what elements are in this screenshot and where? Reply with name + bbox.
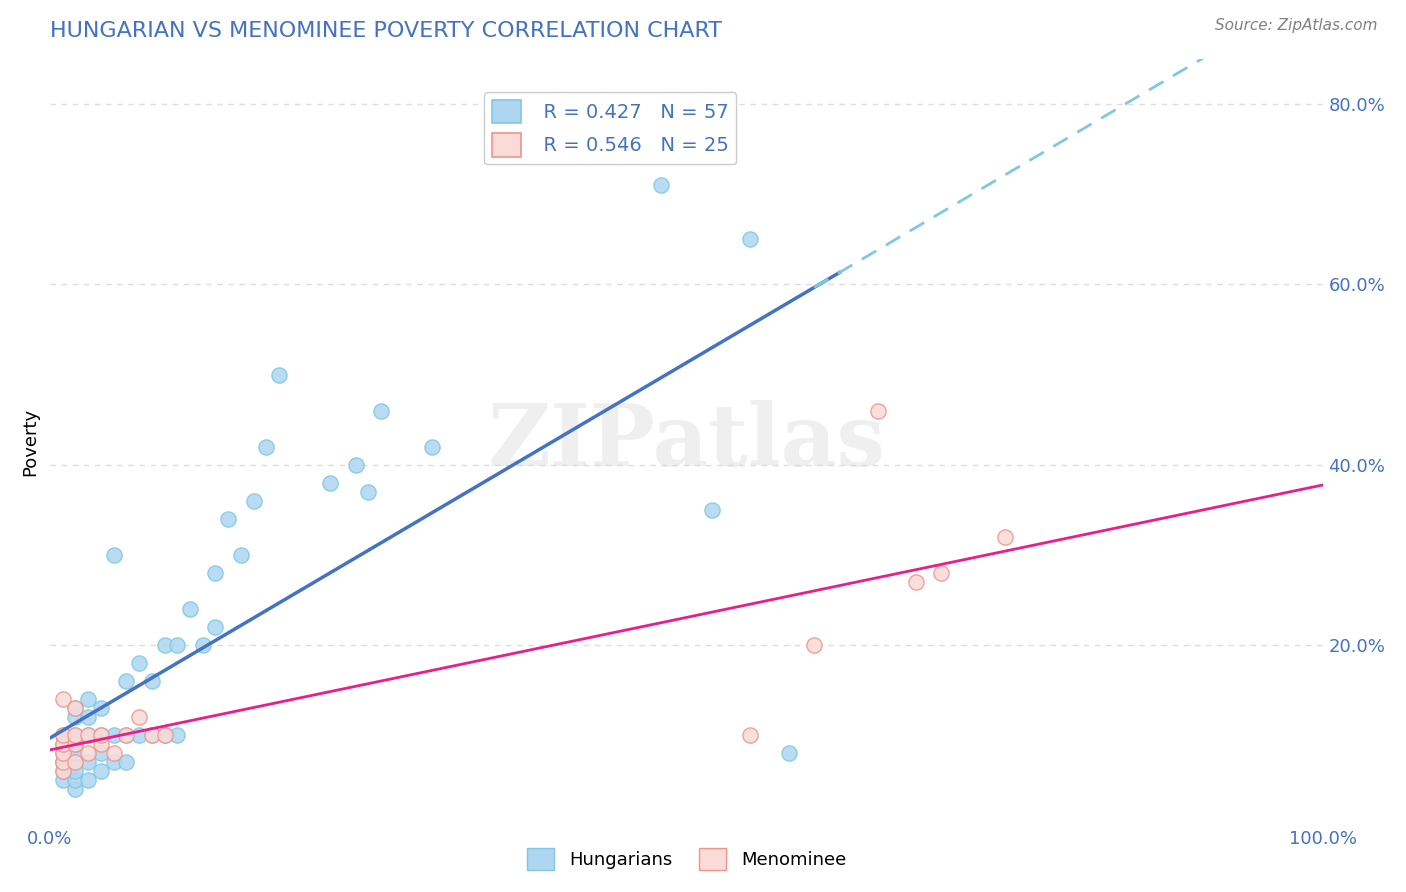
Point — [740, 728, 762, 742]
Point — [52, 728, 75, 742]
Point — [65, 764, 87, 779]
Point — [52, 737, 75, 751]
Point — [90, 746, 112, 760]
Point — [90, 701, 112, 715]
Point — [103, 746, 125, 760]
Point — [128, 728, 150, 742]
Point — [115, 728, 138, 742]
Point — [90, 764, 112, 779]
Point — [179, 602, 201, 616]
Point — [77, 710, 100, 724]
Point — [103, 755, 125, 769]
Point — [77, 773, 100, 788]
Point — [77, 728, 100, 742]
Point — [370, 403, 392, 417]
Point — [269, 368, 291, 382]
Point — [65, 782, 87, 797]
Legend: Hungarians, Menominee: Hungarians, Menominee — [520, 841, 853, 878]
Point — [90, 737, 112, 751]
Point — [77, 746, 100, 760]
Text: HUNGARIAN VS MENOMINEE POVERTY CORRELATION CHART: HUNGARIAN VS MENOMINEE POVERTY CORRELATI… — [51, 21, 721, 41]
Point — [778, 746, 800, 760]
Point — [115, 728, 138, 742]
Point — [166, 728, 188, 742]
Point — [115, 673, 138, 688]
Point — [141, 728, 163, 742]
Point — [904, 574, 927, 589]
Point — [994, 530, 1017, 544]
Point — [52, 692, 75, 706]
Point — [65, 737, 87, 751]
Point — [65, 755, 87, 769]
Point — [702, 502, 724, 516]
Point — [52, 755, 75, 769]
Point — [77, 755, 100, 769]
Point — [90, 728, 112, 742]
Point — [77, 728, 100, 742]
Point — [153, 728, 176, 742]
Point — [128, 710, 150, 724]
Point — [229, 548, 252, 562]
Point — [420, 440, 443, 454]
Point — [931, 566, 953, 580]
Point — [166, 638, 188, 652]
Point — [65, 728, 87, 742]
Point — [141, 673, 163, 688]
Point — [65, 755, 87, 769]
Point — [204, 566, 226, 580]
Point — [115, 755, 138, 769]
Point — [217, 512, 239, 526]
Point — [242, 493, 264, 508]
Point — [52, 746, 75, 760]
Text: ZIPatlas: ZIPatlas — [488, 401, 886, 484]
Point — [153, 728, 176, 742]
Point — [204, 620, 226, 634]
Point — [52, 728, 75, 742]
Point — [65, 701, 87, 715]
Point — [65, 710, 87, 724]
Point — [77, 692, 100, 706]
Point — [319, 475, 342, 490]
Point — [90, 728, 112, 742]
Point — [52, 746, 75, 760]
Point — [866, 403, 889, 417]
Point — [52, 755, 75, 769]
Point — [65, 746, 87, 760]
Point — [103, 728, 125, 742]
Point — [357, 484, 380, 499]
Point — [344, 458, 367, 472]
Point — [128, 656, 150, 670]
Point — [191, 638, 214, 652]
Point — [52, 737, 75, 751]
Point — [153, 638, 176, 652]
Point — [740, 232, 762, 246]
Point — [103, 548, 125, 562]
Text: Source: ZipAtlas.com: Source: ZipAtlas.com — [1215, 18, 1378, 33]
Point — [52, 764, 75, 779]
Point — [65, 701, 87, 715]
Point — [65, 737, 87, 751]
Point — [65, 728, 87, 742]
Point — [65, 773, 87, 788]
Point — [141, 728, 163, 742]
Point — [52, 755, 75, 769]
Point — [650, 178, 672, 193]
Point — [256, 440, 278, 454]
Point — [52, 773, 75, 788]
Point — [52, 764, 75, 779]
Point — [803, 638, 825, 652]
Y-axis label: Poverty: Poverty — [21, 408, 39, 476]
